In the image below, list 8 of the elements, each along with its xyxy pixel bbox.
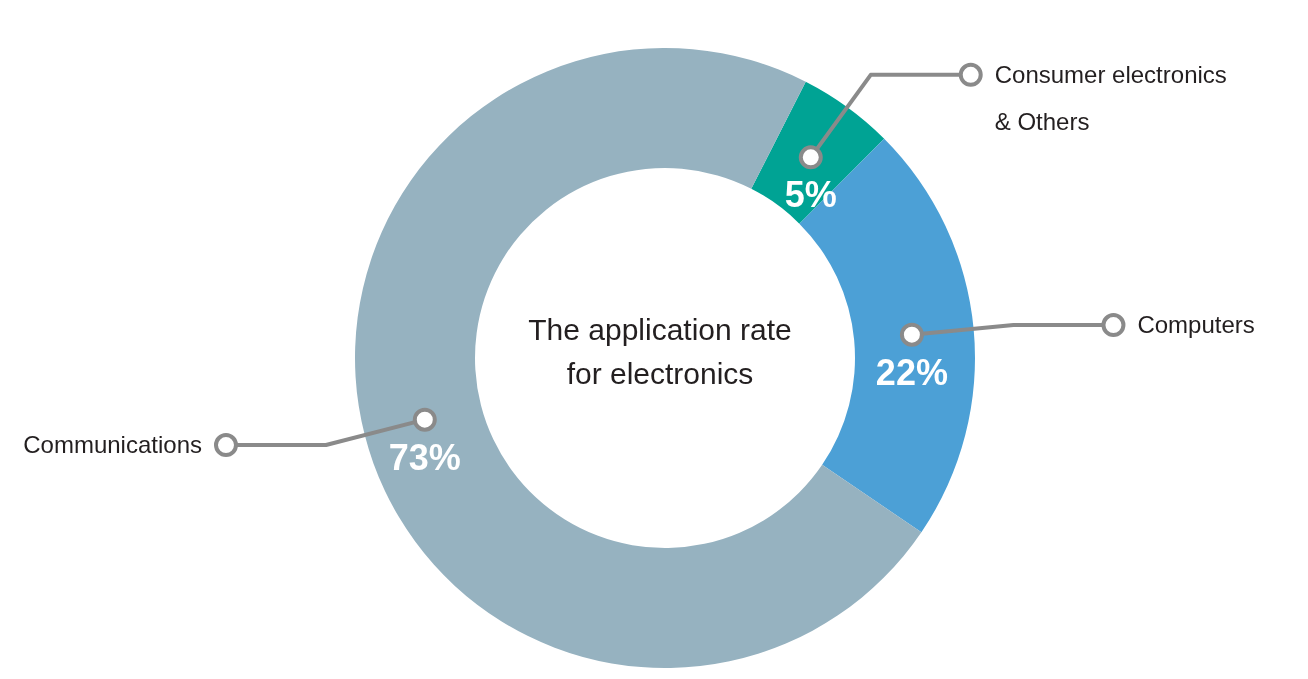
data-label: 5%: [784, 174, 837, 216]
slice-label: Consumer electronics & Others: [994, 60, 1227, 135]
slice-label: Communications: [23, 431, 202, 459]
data-label: 22%: [875, 351, 948, 393]
slice-label: Computers: [1137, 311, 1255, 339]
donut-slice: [751, 81, 885, 224]
data-label: 73%: [388, 436, 461, 478]
text: The application rate for electronics: [527, 312, 793, 392]
